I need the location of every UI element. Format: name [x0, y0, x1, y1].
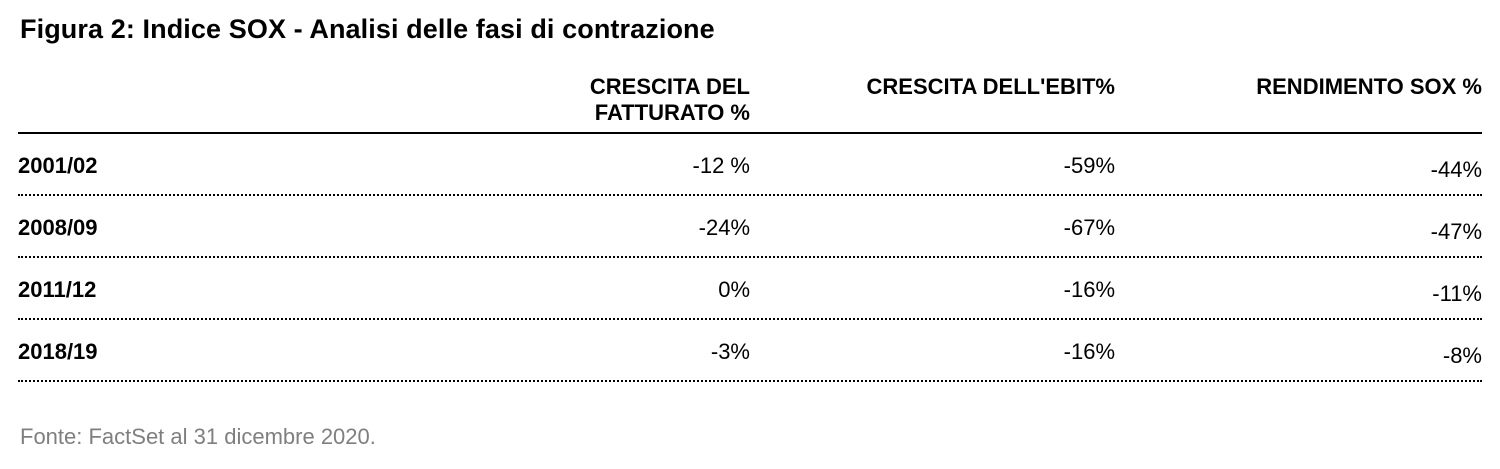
- cell-sox-return: -11%: [1432, 281, 1482, 306]
- chart-title: Figura 2: Indice SOX - Analisi delle fas…: [20, 14, 715, 44]
- row-label: 2018/19: [18, 339, 98, 364]
- cell-revenue-growth: 0%: [718, 277, 750, 302]
- cell-sox-return: -44%: [1430, 157, 1482, 182]
- table-row: 2011/12 0% -16% -11%: [18, 258, 1482, 320]
- cell-ebit-growth: -16%: [1063, 277, 1115, 302]
- row-label: 2011/12: [18, 277, 97, 302]
- source-note: Fonte: FactSet al 31 dicembre 2020.: [20, 424, 376, 449]
- column-header-ebit-growth: CRESCITA DELL'EBIT%: [866, 74, 1115, 99]
- table-row: 2008/09 -24% -67% -47%: [18, 196, 1482, 258]
- column-header-revenue-growth: CRESCITA DEL FATTURATO %: [589, 74, 750, 125]
- cell-revenue-growth: -3%: [710, 339, 750, 364]
- table-header-row: CRESCITA DEL FATTURATO % CRESCITA DELL'E…: [18, 74, 1482, 134]
- row-label: 2008/09: [18, 215, 98, 240]
- cell-revenue-growth: -12 %: [692, 153, 750, 178]
- cell-revenue-growth: -24%: [698, 215, 750, 240]
- cell-sox-return: -8%: [1442, 343, 1482, 368]
- column-header-sox-return: RENDIMENTO SOX %: [1256, 74, 1482, 99]
- data-table: CRESCITA DEL FATTURATO % CRESCITA DELL'E…: [18, 74, 1482, 382]
- cell-sox-return: -47%: [1430, 219, 1482, 244]
- cell-ebit-growth: -16%: [1063, 339, 1115, 364]
- row-label: 2001/02: [18, 153, 98, 178]
- table-row: 2001/02 -12 % -59% -44%: [18, 134, 1482, 196]
- cell-ebit-growth: -67%: [1063, 215, 1115, 240]
- cell-ebit-growth: -59%: [1063, 153, 1115, 178]
- table-row: 2018/19 -3% -16% -8%: [18, 320, 1482, 382]
